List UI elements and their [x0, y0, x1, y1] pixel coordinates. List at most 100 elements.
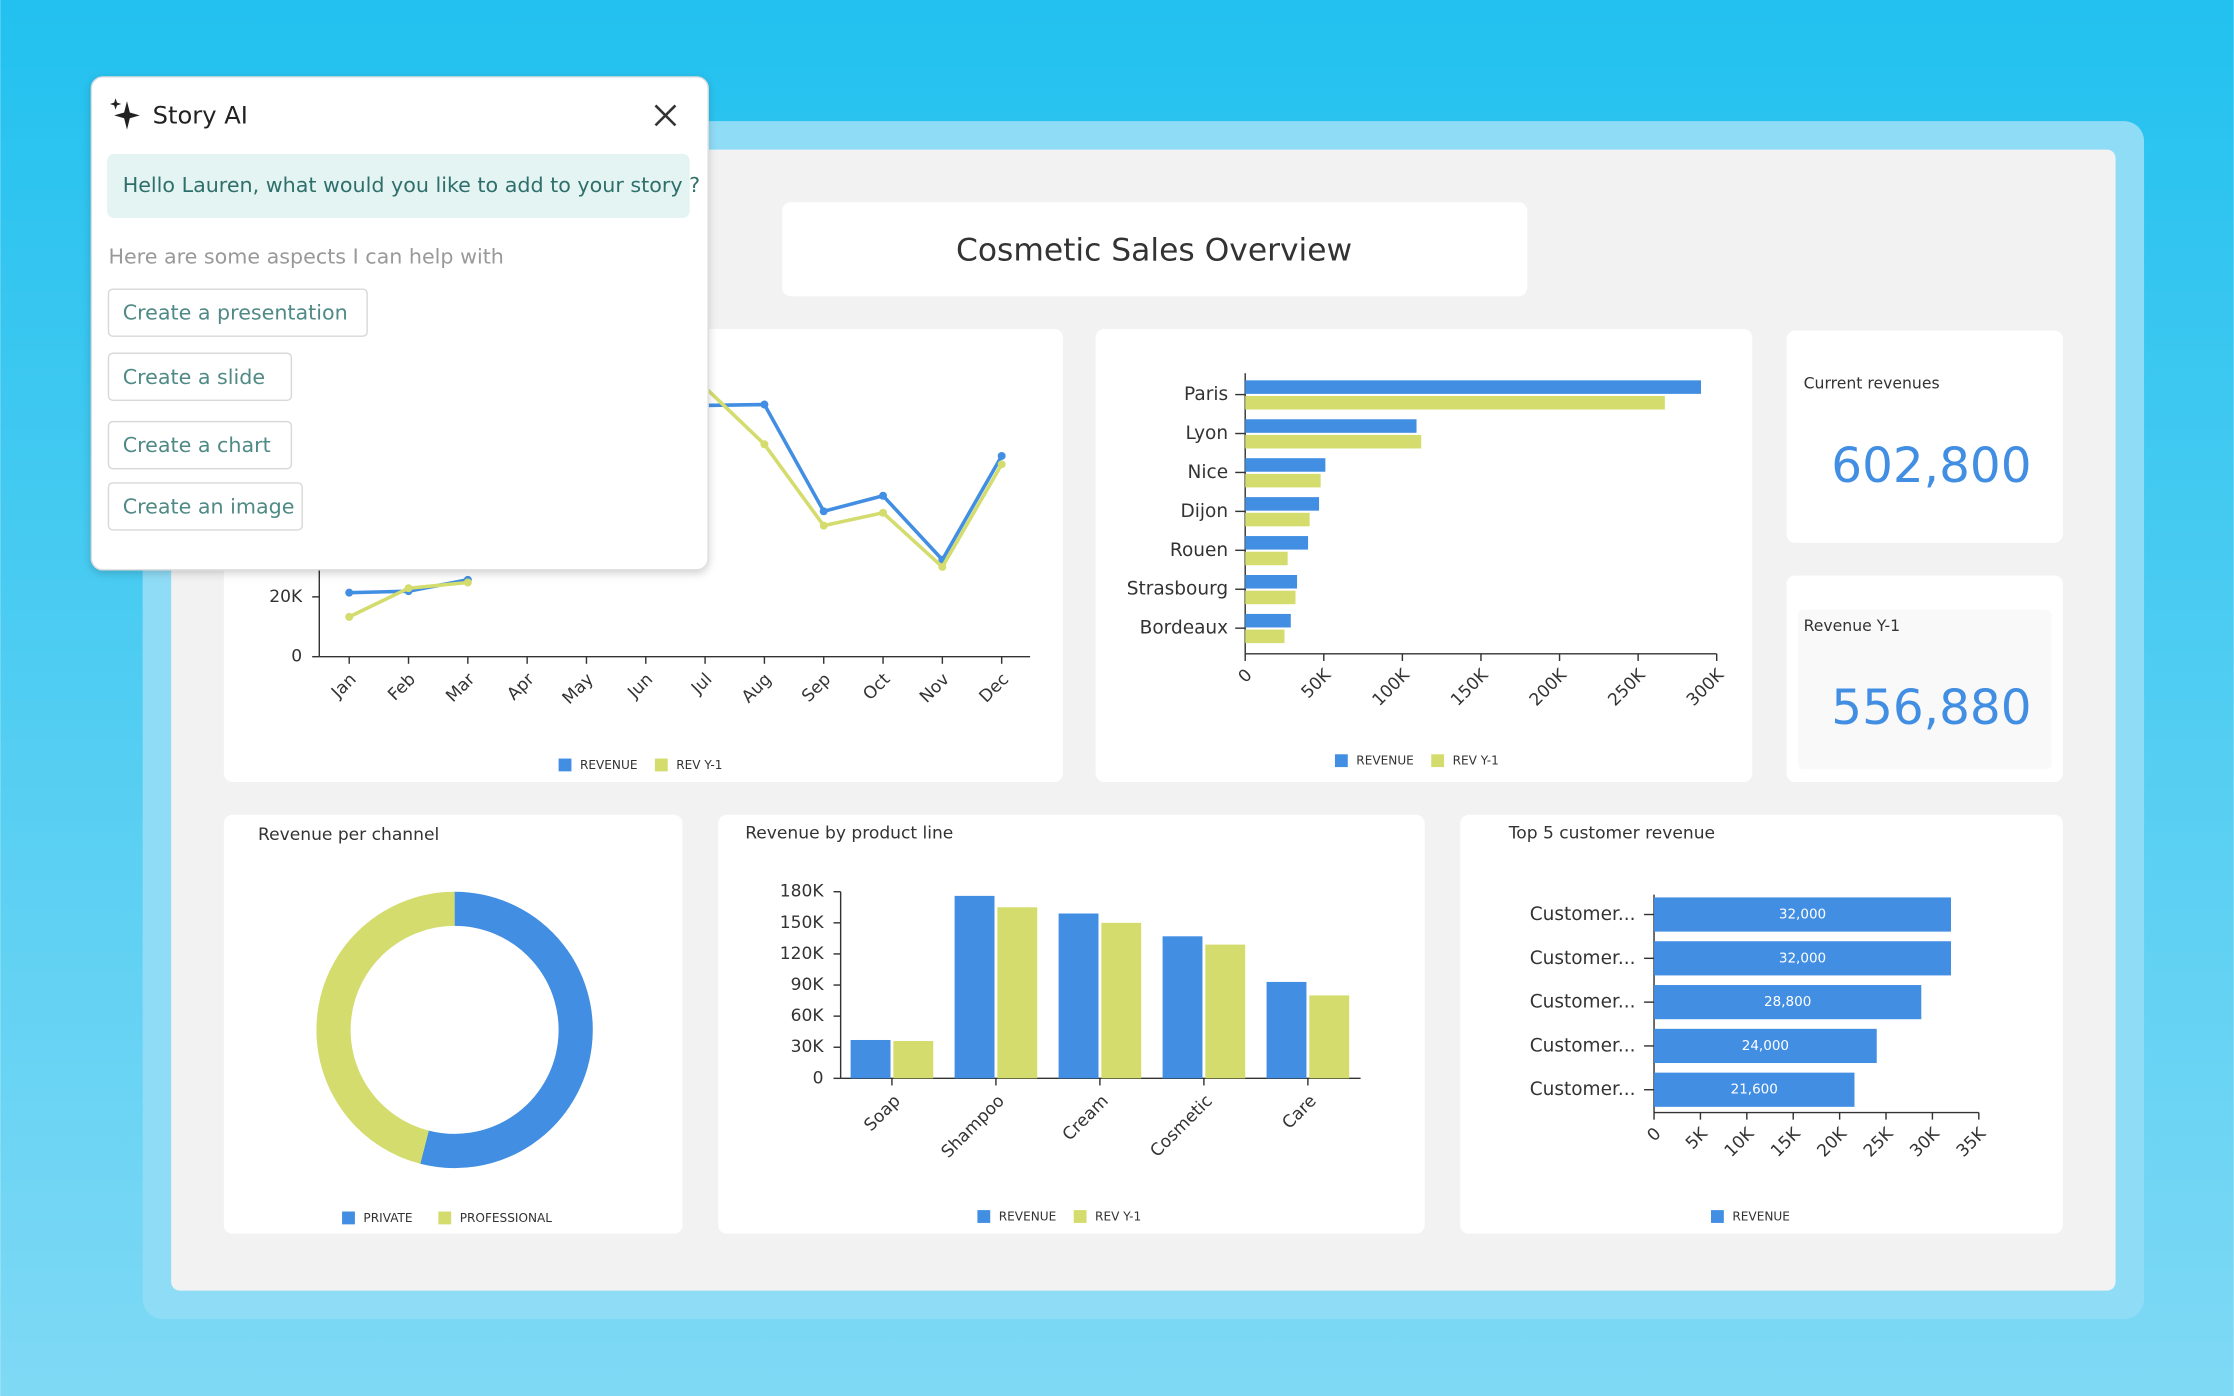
y-tick-label: Strasbourg	[1127, 579, 1228, 600]
actions: Create a presentation Create a slide Creat…	[107, 288, 368, 531]
greeting-box	[107, 153, 690, 218]
bar	[1654, 897, 1951, 932]
bar	[1245, 512, 1310, 527]
kpi-label: Current revenues	[1804, 374, 1940, 393]
bar	[1245, 380, 1701, 394]
legend-swatch	[1334, 754, 1348, 768]
bar	[1205, 944, 1246, 1079]
sparkle-icon	[109, 98, 140, 130]
legend-swatch	[342, 1211, 355, 1225]
action-label[interactable]: Create a slide	[123, 365, 265, 389]
card	[1460, 814, 2063, 1234]
bar	[1245, 396, 1665, 410]
point	[997, 451, 1006, 460]
legend-swatch	[1431, 754, 1445, 768]
bar	[1245, 473, 1321, 488]
y-tick-label: 0	[813, 1068, 824, 1088]
y-tick-label: 180K	[780, 882, 825, 902]
kpi-label: Revenue Y-1	[1804, 616, 1900, 635]
y-tick-label: 150K	[780, 913, 825, 933]
y-tick-label: Lyon	[1186, 423, 1229, 444]
point	[879, 508, 888, 517]
action-button[interactable]	[107, 420, 293, 470]
action-label[interactable]: Create a chart	[123, 433, 271, 457]
action-button[interactable]	[107, 288, 368, 337]
action-label[interactable]: Create a presentation	[123, 301, 348, 325]
legend-swatch	[558, 758, 572, 772]
y-tick-label: Paris	[1184, 384, 1228, 405]
card	[1786, 330, 2063, 543]
bar	[1309, 995, 1350, 1079]
close-button[interactable]	[654, 104, 677, 127]
y-tick-label: Customer...	[1530, 948, 1636, 969]
bar	[1245, 536, 1309, 550]
donut-segment	[316, 891, 455, 1164]
y-tick-label: Dijon	[1181, 501, 1229, 522]
data-label: 24,000	[1742, 1038, 1789, 1054]
y-tick-label: 0	[291, 647, 302, 667]
bar	[954, 895, 995, 1079]
bar	[1654, 941, 1951, 976]
legend-label: REVENUE	[1732, 1210, 1790, 1224]
y-tick-label: Nice	[1188, 462, 1229, 483]
bar	[1245, 613, 1291, 628]
point	[760, 400, 769, 409]
legend-label: PROFESSIONAL	[460, 1211, 553, 1225]
y-tick-label: 60K	[791, 1006, 825, 1026]
bar	[1245, 497, 1320, 511]
bar	[1245, 458, 1326, 472]
legend-swatch	[1711, 1210, 1724, 1223]
chart-title: Top 5 customer revenue	[1508, 823, 1715, 843]
action-label[interactable]: Create an image	[123, 494, 295, 518]
legend-label: REV Y-1	[676, 758, 722, 772]
data-label: 32,000	[1779, 907, 1826, 923]
kpi-value: 556,880	[1831, 680, 2031, 736]
point	[879, 491, 888, 500]
greeting: Hello Lauren, what would you like to add…	[123, 173, 700, 197]
bar	[1654, 1028, 1877, 1064]
title-card	[782, 202, 1528, 297]
panel-title: Story AI	[153, 101, 248, 129]
kpi-value: 602,800	[1831, 438, 2031, 494]
point	[463, 578, 472, 587]
dashboard-title: Cosmetic Sales Overview	[956, 233, 1352, 269]
y-tick-label: 20K	[269, 587, 303, 607]
legend-swatch	[977, 1210, 991, 1223]
bar	[1245, 419, 1417, 433]
bar	[1058, 913, 1099, 1079]
y-tick-label: Bordeaux	[1140, 618, 1228, 639]
bar	[1266, 981, 1307, 1079]
point	[345, 612, 354, 621]
y-tick-label: Customer...	[1530, 1079, 1636, 1100]
bar	[1654, 985, 1922, 1020]
bar	[1245, 434, 1422, 449]
legend-swatch	[1073, 1210, 1087, 1223]
legend-label: REV Y-1	[1453, 754, 1499, 768]
point	[819, 507, 828, 516]
donut-segment	[420, 891, 593, 1169]
card-inner	[1797, 609, 2052, 770]
y-tick-label: 30K	[791, 1037, 825, 1057]
bar	[893, 1041, 934, 1079]
bar	[997, 907, 1038, 1079]
point	[938, 562, 947, 571]
bar	[850, 1039, 891, 1079]
story-ai-panel: Story AI Hello Lauren, what would you li…	[90, 76, 709, 571]
bar	[1245, 574, 1298, 589]
legend-swatch	[654, 758, 668, 772]
y-tick-label: Customer...	[1530, 1035, 1636, 1056]
data-label: 21,600	[1731, 1082, 1778, 1098]
bar	[1654, 1072, 1855, 1107]
legend-swatch	[438, 1211, 452, 1225]
chart-title: Revenue by product line	[745, 823, 953, 843]
point	[997, 460, 1006, 469]
point	[819, 521, 828, 530]
legend-label: REV Y-1	[1095, 1210, 1141, 1224]
legend-label: REVENUE	[1356, 754, 1414, 768]
action-button[interactable]	[107, 482, 303, 531]
bar	[1101, 922, 1142, 1079]
bar	[1245, 590, 1296, 605]
action-button[interactable]	[107, 352, 293, 401]
